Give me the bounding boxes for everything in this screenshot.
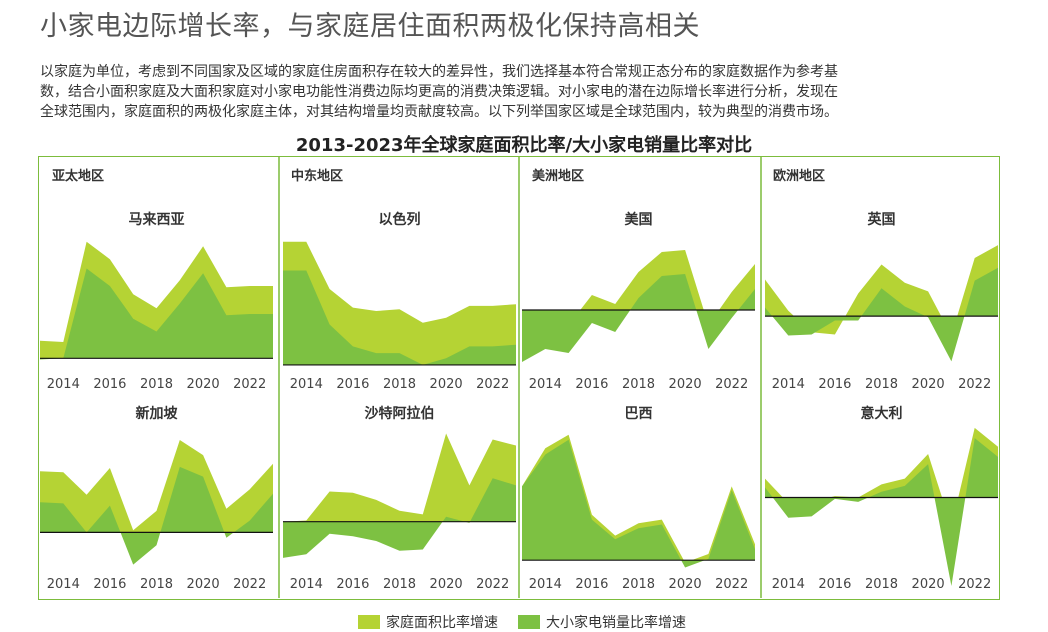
x-tick-label: 2020	[187, 377, 220, 392]
region-label-middle-east: 中东地区	[291, 169, 344, 184]
x-tick-label: 2020	[669, 377, 702, 392]
panel-title: 英国	[867, 211, 896, 228]
chart-panel: 新加坡 2014 2016 2018 2020 2022	[40, 405, 273, 592]
legend-swatch-area	[358, 615, 380, 629]
x-tick-label: 2018	[865, 377, 898, 392]
description-line: 数，结合小面积家庭及大面积家庭对小家电功能性消费边际均更高的消费决策逻辑。对小家…	[40, 84, 838, 100]
chart-panel: 沙特阿拉伯 2014 2016 2018 2020 2022	[283, 405, 516, 592]
x-tick-label: 2016	[336, 377, 369, 392]
legend-item-sales: 大小家电销量比率增速	[518, 612, 686, 632]
chart-panel: 英国 2014 2016 2018 2020 2022	[765, 211, 998, 392]
legend-label-area: 家庭面积比率增速	[386, 615, 498, 631]
series-area-appliance-sales	[40, 268, 273, 360]
panel-title: 美国	[625, 211, 653, 228]
x-tick-label: 2016	[818, 377, 851, 392]
x-tick-label: 2018	[622, 377, 655, 392]
description-line: 以家庭为单位，考虑到不同国家及区域的家庭住房面积存在较大的差异性，我们选择基本符…	[40, 64, 838, 80]
region-label-americas: 美洲地区	[532, 169, 585, 184]
series-area-home-size	[765, 427, 998, 527]
panel-title: 意大利	[861, 405, 903, 422]
legend: 家庭面积比率增速 大小家电销量比率增速	[0, 612, 1048, 632]
panel-title: 以色列	[379, 211, 421, 228]
x-tick-label: 2022	[715, 577, 748, 592]
x-tick-label: 2020	[187, 577, 220, 592]
x-tick-label: 2016	[575, 377, 608, 392]
panel-title: 沙特阿拉伯	[365, 405, 435, 422]
x-tick-label: 2014	[290, 577, 323, 592]
x-tick-label: 2022	[476, 377, 509, 392]
x-tick-label: 2018	[140, 577, 173, 592]
x-tick-label: 2014	[47, 577, 80, 592]
series-area-appliance-sales	[522, 274, 755, 362]
chart-panel: 以色列 2014 2016 2018 2020 2022	[283, 211, 516, 392]
panel-title: 巴西	[625, 406, 653, 422]
x-tick-label: 2020	[430, 577, 463, 592]
series-area-appliance-sales	[40, 466, 273, 565]
chart-panel: 巴西 2014 2016 2018 2020 2022	[522, 406, 755, 592]
series-area-home-size	[283, 433, 516, 522]
x-tick-label: 2022	[233, 377, 266, 392]
x-tick-label: 2018	[383, 577, 416, 592]
x-tick-label: 2020	[430, 377, 463, 392]
region-label-asia-pacific: 亚太地区	[52, 169, 105, 184]
x-tick-label: 2016	[93, 577, 126, 592]
x-tick-label: 2020	[912, 577, 945, 592]
series-area-home-size	[283, 241, 516, 365]
x-tick-label: 2018	[865, 577, 898, 592]
series-area-appliance-sales	[283, 478, 516, 558]
x-tick-label: 2022	[958, 377, 991, 392]
legend-swatch-sales	[518, 615, 540, 629]
x-tick-label: 2018	[622, 577, 655, 592]
chart-panel: 美国 2014 2016 2018 2020 2022	[522, 211, 755, 392]
x-tick-label: 2014	[772, 577, 805, 592]
x-tick-label: 2014	[290, 377, 323, 392]
series-area-appliance-sales	[765, 267, 998, 362]
x-tick-label: 2016	[336, 577, 369, 592]
panel-title: 新加坡	[136, 405, 179, 422]
page-title: 小家电边际增长率，与家庭居住面积两极化保持高相关	[40, 11, 700, 42]
panel-title: 马来西亚	[129, 212, 185, 228]
x-tick-label: 2022	[715, 377, 748, 392]
x-tick-label: 2022	[958, 577, 991, 592]
x-tick-label: 2014	[772, 377, 805, 392]
x-tick-label: 2018	[383, 377, 416, 392]
x-tick-label: 2014	[529, 577, 562, 592]
chart-grid	[38, 156, 1000, 600]
series-area-appliance-sales	[522, 439, 755, 568]
x-tick-label: 2016	[575, 577, 608, 592]
x-tick-label: 2022	[233, 577, 266, 592]
chart-title: 2013-2023年全球家庭面积比率/大小家电销量比率对比	[295, 135, 753, 156]
legend-item-area: 家庭面积比率增速	[358, 612, 498, 632]
series-area-appliance-sales	[283, 270, 516, 365]
x-tick-label: 2018	[140, 377, 173, 392]
legend-label-sales: 大小家电销量比率增速	[546, 615, 686, 631]
x-tick-label: 2016	[93, 377, 126, 392]
x-tick-label: 2014	[47, 377, 80, 392]
description: 以家庭为单位，考虑到不同国家及区域的家庭住房面积存在较大的差异性，我们选择基本符…	[40, 62, 1000, 122]
x-tick-label: 2020	[669, 577, 702, 592]
x-tick-label: 2014	[529, 377, 562, 392]
chart-panel: 意大利 2014 2016 2018 2020 2022	[765, 405, 998, 592]
series-area-home-size	[522, 250, 755, 335]
series-area-appliance-sales	[765, 438, 998, 586]
region-label-europe: 欧洲地区	[773, 169, 826, 184]
x-tick-label: 2020	[912, 377, 945, 392]
description-line: 全球范围内，家庭面积的两极化家庭主体，对其结构增量均贡献度较高。以下列举国家区域…	[40, 104, 838, 120]
chart-panel: 马来西亚 2014 2016 2018 2020 2022	[40, 212, 273, 392]
x-tick-label: 2016	[818, 577, 851, 592]
x-tick-label: 2022	[476, 577, 509, 592]
